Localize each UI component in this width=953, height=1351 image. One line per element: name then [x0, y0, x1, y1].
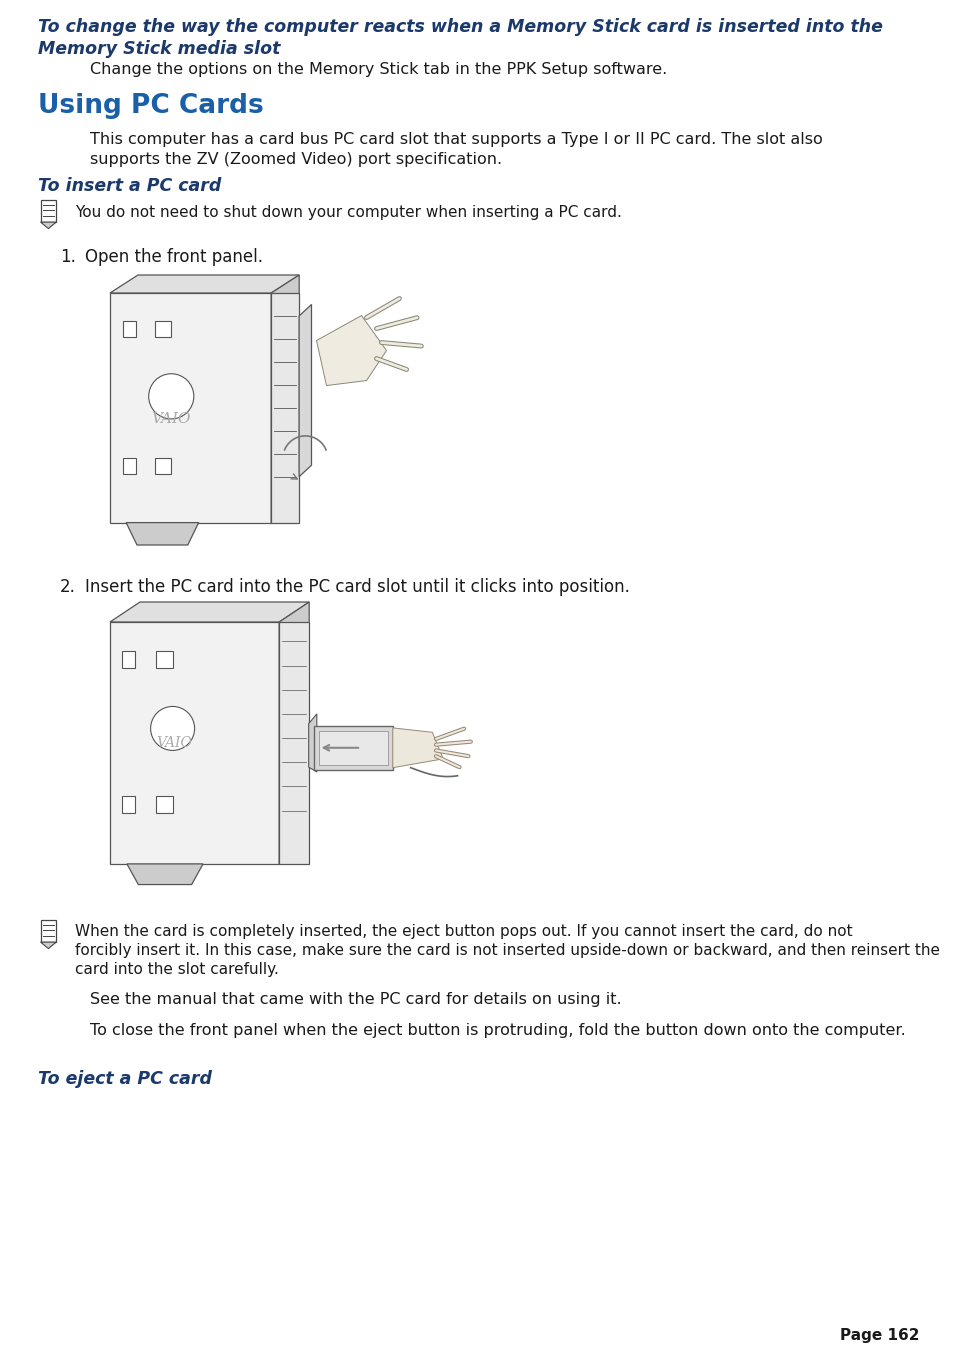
Polygon shape	[41, 942, 56, 948]
Polygon shape	[110, 603, 309, 621]
Text: VAIO: VAIO	[156, 736, 193, 750]
Text: This computer has a card bus PC card slot that supports a Type I or II PC card. : This computer has a card bus PC card slo…	[90, 132, 821, 166]
Text: When the card is completely inserted, the eject button pops out. If you cannot i: When the card is completely inserted, th…	[75, 924, 939, 977]
Polygon shape	[271, 276, 299, 523]
Text: Using PC Cards: Using PC Cards	[38, 93, 263, 119]
Bar	[155, 458, 172, 474]
Bar	[155, 796, 172, 813]
Text: 1.: 1.	[60, 249, 76, 266]
Polygon shape	[41, 222, 56, 228]
Polygon shape	[41, 200, 56, 222]
Bar	[318, 731, 387, 765]
Bar	[155, 320, 172, 336]
Polygon shape	[126, 523, 198, 544]
Polygon shape	[279, 603, 309, 863]
Bar	[122, 796, 135, 813]
Text: Change the options on the Memory Stick tab in the PPK Setup software.: Change the options on the Memory Stick t…	[90, 62, 666, 77]
Text: Insert the PC card into the PC card slot until it clicks into position.: Insert the PC card into the PC card slot…	[85, 578, 629, 596]
Polygon shape	[110, 293, 271, 523]
Bar	[122, 651, 135, 667]
Text: Open the front panel.: Open the front panel.	[85, 249, 263, 266]
Text: VAIO: VAIO	[152, 412, 191, 427]
Polygon shape	[110, 276, 299, 293]
Text: To close the front panel when the eject button is protruding, fold the button do: To close the front panel when the eject …	[90, 1023, 904, 1038]
Polygon shape	[271, 293, 299, 523]
Text: See the manual that came with the PC card for details on using it.: See the manual that came with the PC car…	[90, 992, 621, 1006]
Bar	[155, 651, 172, 667]
Polygon shape	[110, 621, 279, 863]
Bar	[123, 320, 135, 336]
Bar	[314, 725, 393, 770]
Circle shape	[151, 707, 194, 750]
Text: To insert a PC card: To insert a PC card	[38, 177, 221, 195]
Polygon shape	[127, 863, 203, 885]
Polygon shape	[299, 304, 312, 477]
Bar	[123, 458, 135, 474]
Circle shape	[149, 374, 193, 419]
Polygon shape	[393, 728, 443, 767]
Polygon shape	[316, 316, 386, 385]
Text: To change the way the computer reacts when a Memory Stick card is inserted into : To change the way the computer reacts wh…	[38, 18, 882, 58]
Polygon shape	[41, 920, 56, 942]
Text: To eject a PC card: To eject a PC card	[38, 1070, 212, 1088]
Text: 2.: 2.	[60, 578, 76, 596]
Text: You do not need to shut down your computer when inserting a PC card.: You do not need to shut down your comput…	[75, 205, 621, 220]
Polygon shape	[309, 713, 316, 771]
Polygon shape	[279, 621, 309, 863]
Text: Page 162: Page 162	[840, 1328, 919, 1343]
